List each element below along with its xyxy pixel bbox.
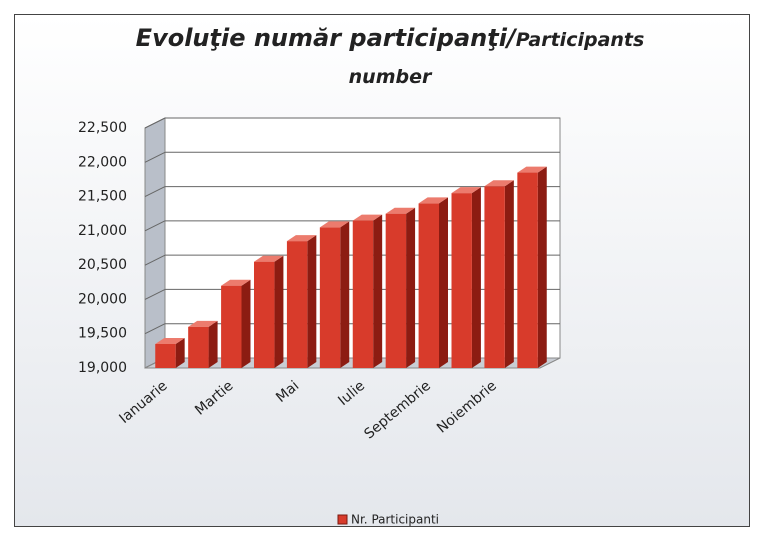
y-tick-label: 19,500: [78, 326, 127, 342]
bar-top: [484, 180, 514, 187]
bar: [155, 344, 176, 368]
bar: [254, 261, 275, 368]
y-tick-label: 21,500: [78, 189, 127, 205]
y-tick-label: 21,000: [78, 223, 127, 239]
x-tick-label: Mai: [273, 378, 302, 406]
bar-side: [340, 221, 350, 368]
y-tick-label: 20,000: [78, 291, 127, 307]
bar-top: [221, 279, 251, 286]
legend-swatch: [337, 514, 348, 525]
bar-side: [175, 338, 185, 368]
bar: [319, 227, 341, 368]
bar-top: [188, 320, 218, 327]
bar: [517, 172, 538, 368]
side-wall: [144, 117, 166, 369]
bar-top: [385, 207, 416, 214]
bar: [221, 285, 242, 368]
bar-side: [307, 235, 317, 368]
bar-side: [274, 255, 284, 368]
bar-top: [517, 166, 547, 173]
grid-line: [144, 117, 166, 129]
bar-top: [451, 187, 481, 194]
x-tick-label: Iulie: [335, 378, 368, 409]
grid-line: [144, 288, 166, 300]
grid-line: [144, 323, 166, 335]
bar: [352, 220, 374, 368]
y-tick-label: 19,000: [78, 360, 127, 376]
bar-side: [537, 166, 547, 368]
bar-side: [406, 207, 416, 368]
bar-side: [373, 214, 383, 368]
title-main: Evoluţie număr participanţi/: [135, 24, 516, 52]
bar: [385, 213, 407, 368]
bar: [188, 326, 209, 368]
y-tick-label: 22,500: [78, 120, 127, 136]
x-tick-label: Noiembrie: [434, 378, 500, 437]
bar-top: [352, 214, 383, 221]
grid-line: [144, 186, 166, 198]
bar-side: [241, 279, 251, 368]
bar-side: [438, 197, 448, 368]
y-tick-label: 22,000: [78, 154, 127, 170]
bar-top: [155, 338, 185, 344]
bar: [286, 241, 308, 368]
legend-label: Nr. Participanti: [351, 513, 439, 527]
bar-top: [254, 255, 284, 262]
bar-top: [319, 221, 350, 228]
bar: [484, 186, 505, 368]
grid-line: [144, 220, 166, 232]
title-english: Participants number: [348, 29, 645, 88]
chart-title: Evoluţie număr participanţi/Participants…: [100, 20, 680, 96]
bar: [418, 203, 439, 368]
x-tick-label: Ianuarie: [116, 378, 170, 427]
bar-top: [418, 197, 448, 204]
x-tick-label: Martie: [192, 378, 236, 419]
bar-side: [208, 320, 218, 368]
bar-side: [504, 180, 514, 368]
bar: [451, 193, 472, 368]
grid-line: [144, 254, 166, 266]
bar-side: [471, 187, 481, 368]
y-tick-label: 20,500: [78, 257, 127, 273]
bar-top: [286, 235, 317, 242]
grid-line: [144, 151, 166, 163]
x-tick-label: Septembrie: [361, 378, 434, 443]
